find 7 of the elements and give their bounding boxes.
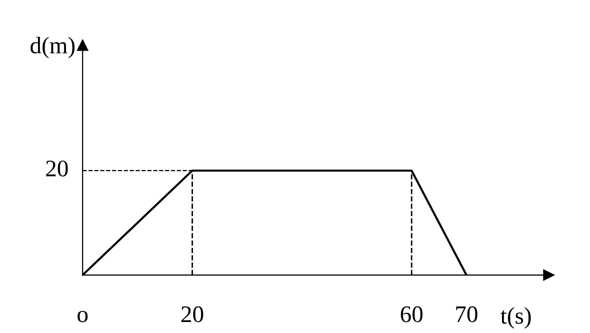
x-tick-label: 70 bbox=[456, 306, 478, 322]
x-tick-label: 20 bbox=[182, 306, 204, 322]
annotation: 20 bbox=[46, 160, 68, 177]
x-axis-title: t(s) bbox=[500, 307, 531, 329]
x-tick-label: o bbox=[78, 310, 88, 322]
y-axis-title: d(m) bbox=[30, 36, 75, 58]
x-tick-label: 60 bbox=[400, 306, 423, 322]
